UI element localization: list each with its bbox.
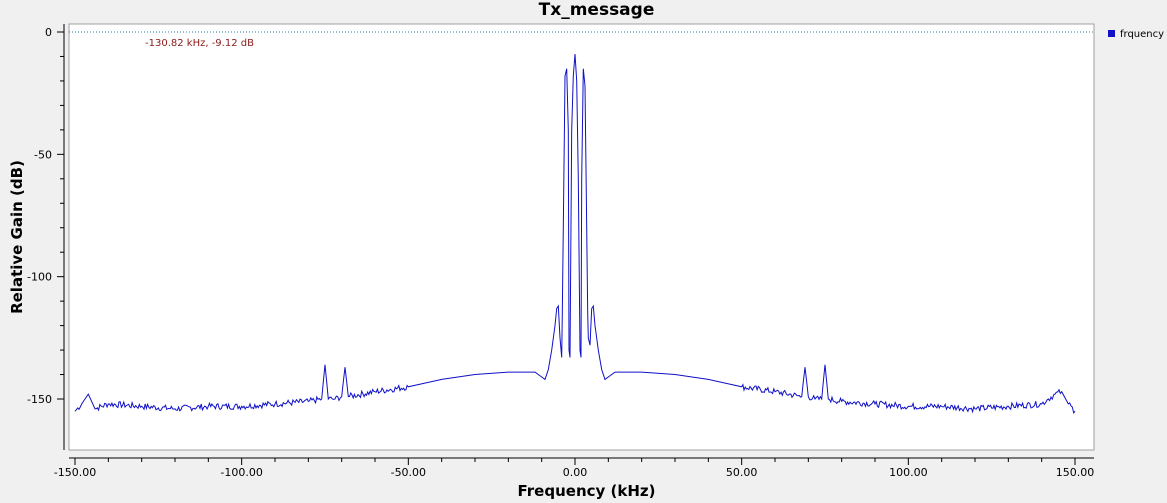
x-tick-label: -150.00 (54, 466, 96, 479)
x-tick-label: -50.00 (391, 466, 426, 479)
y-tick-label: -100 (27, 271, 52, 284)
y-axis-label: Relative Gain (dB) (8, 160, 26, 314)
x-tick-label: 50.00 (726, 466, 758, 479)
legend-swatch (1108, 30, 1115, 37)
x-tick-label: 0.00 (563, 466, 588, 479)
y-tick-label: -50 (34, 148, 52, 161)
x-tick-label: 100.00 (889, 466, 928, 479)
series-line-frquency (74, 53, 1076, 415)
y-tick-label: 0 (45, 26, 52, 39)
legend-label: frquency (1120, 29, 1164, 40)
y-tick-label: -150 (27, 393, 52, 406)
marker-readout: -130.82 kHz, -9.12 dB (145, 38, 254, 49)
chart-title: Tx_message (539, 0, 655, 20)
x-tick-label: 150.00 (1056, 466, 1095, 479)
x-axis-label: Frequency (kHz) (518, 482, 656, 500)
x-tick-label: -100.00 (220, 466, 262, 479)
